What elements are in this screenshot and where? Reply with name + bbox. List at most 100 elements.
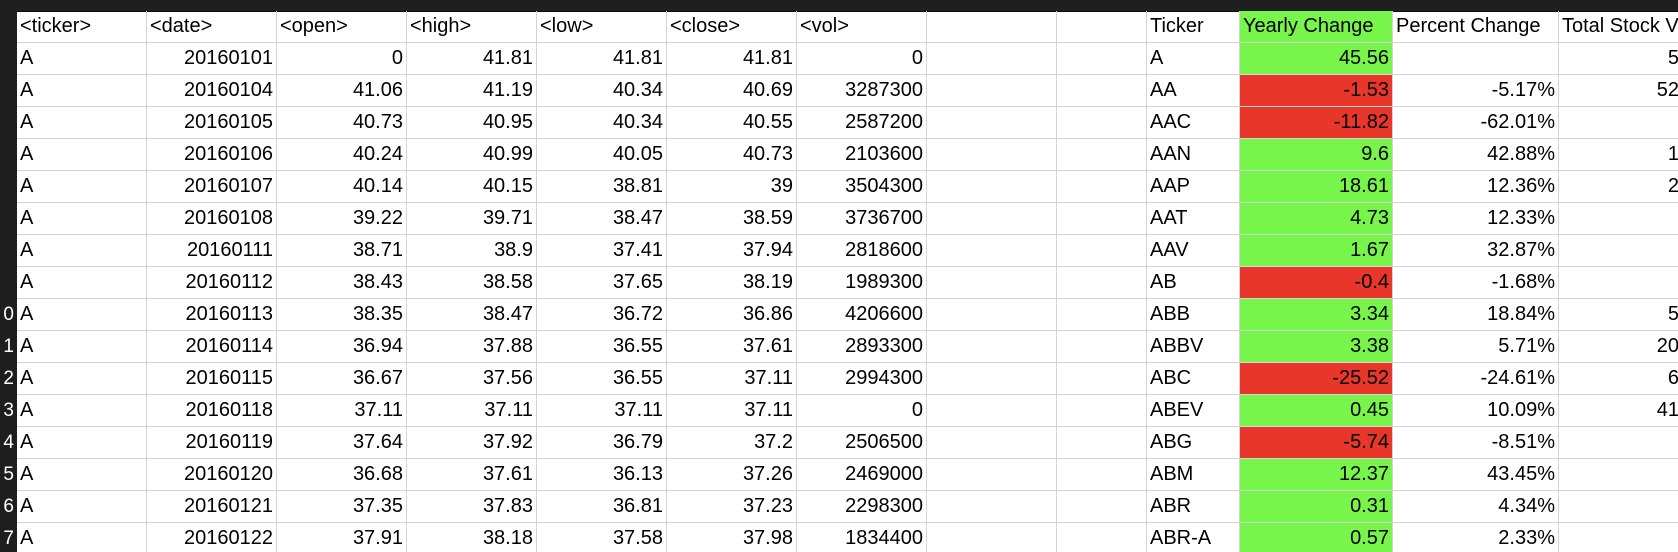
- cell-yearly-change[interactable]: -0.4: [1240, 267, 1393, 299]
- cell-low[interactable]: 37.11: [537, 395, 667, 427]
- empty-cell[interactable]: [1057, 523, 1147, 552]
- cell-high[interactable]: 38.58: [407, 267, 537, 299]
- empty-cell[interactable]: [927, 75, 1057, 107]
- cell-total-stock-volume[interactable]: 503779401: [1559, 299, 1678, 331]
- header-vol[interactable]: <vol>: [797, 11, 927, 43]
- cell-date[interactable]: 20160108: [147, 203, 277, 235]
- cell-close[interactable]: 40.69: [667, 75, 797, 107]
- cell-total-stock-volume[interactable]: 5208239001: [1559, 75, 1678, 107]
- cell-open[interactable]: 37.91: [277, 523, 407, 552]
- cell-open[interactable]: 0: [277, 43, 407, 75]
- cell-summary-ticker[interactable]: ABM: [1147, 459, 1240, 491]
- cell-yearly-change[interactable]: 0.57: [1240, 523, 1393, 552]
- cell-vol[interactable]: 2994300: [797, 363, 927, 395]
- cell-vol[interactable]: 2506500: [797, 427, 927, 459]
- cell-date[interactable]: 20160115: [147, 363, 277, 395]
- cell-close[interactable]: 37.23: [667, 491, 797, 523]
- empty-cell[interactable]: [927, 235, 1057, 267]
- cell-yearly-change[interactable]: 9.6: [1240, 139, 1393, 171]
- cell-summary-ticker[interactable]: AAP: [1147, 171, 1240, 203]
- cell-low[interactable]: 40.05: [537, 139, 667, 171]
- cell-date[interactable]: 20160114: [147, 331, 277, 363]
- cell-high[interactable]: 40.15: [407, 171, 537, 203]
- cell-low[interactable]: 36.81: [537, 491, 667, 523]
- cell-percent-change[interactable]: 42.88%: [1393, 139, 1559, 171]
- empty-cell[interactable]: [1057, 235, 1147, 267]
- cell-vol[interactable]: 1834400: [797, 523, 927, 552]
- cell-vol[interactable]: 2469000: [797, 459, 927, 491]
- empty-cell[interactable]: [927, 523, 1057, 552]
- cell-ticker[interactable]: A: [17, 523, 147, 552]
- cell-yearly-change[interactable]: 4.73: [1240, 203, 1393, 235]
- empty-cell[interactable]: [927, 267, 1057, 299]
- cell-close[interactable]: 37.11: [667, 363, 797, 395]
- cell-close[interactable]: 37.26: [667, 459, 797, 491]
- cell-ticker[interactable]: A: [17, 107, 147, 139]
- cell-open[interactable]: 38.71: [277, 235, 407, 267]
- cell-total-stock-volume[interactable]: 4199335101: [1559, 395, 1678, 427]
- row-number[interactable]: 3: [3, 400, 14, 421]
- cell-date[interactable]: 20160107: [147, 171, 277, 203]
- cell-close[interactable]: 37.61: [667, 331, 797, 363]
- cell-date[interactable]: 20160119: [147, 427, 277, 459]
- cell-open[interactable]: 38.35: [277, 299, 407, 331]
- row-number[interactable]: 7: [3, 528, 14, 549]
- cell-high[interactable]: 40.95: [407, 107, 537, 139]
- empty-cell[interactable]: [1057, 43, 1147, 75]
- cell-low[interactable]: 37.58: [537, 523, 667, 552]
- column-header-strip[interactable]: [0, 0, 1678, 12]
- cell-percent-change[interactable]: -24.61%: [1393, 363, 1559, 395]
- row-number[interactable]: [0, 107, 17, 139]
- cell-summary-ticker[interactable]: ABR-A: [1147, 523, 1240, 552]
- cell-percent-change[interactable]: 5.71%: [1393, 331, 1559, 363]
- cell-ticker[interactable]: A: [17, 331, 147, 363]
- cell-high[interactable]: 41.19: [407, 75, 537, 107]
- row-number[interactable]: 4: [3, 432, 14, 453]
- cell-total-stock-volume[interactable]: 262665301: [1559, 171, 1678, 203]
- cell-ticker[interactable]: A: [17, 363, 147, 395]
- cell-open[interactable]: 41.06: [277, 75, 407, 107]
- row-number-gutter[interactable]: 0 1 2 3 4 5 6 7: [0, 11, 17, 552]
- cell-summary-ticker[interactable]: AAN: [1147, 139, 1240, 171]
- cell-percent-change[interactable]: 18.84%: [1393, 299, 1559, 331]
- cell-yearly-change[interactable]: 0.31: [1240, 491, 1393, 523]
- cell-yearly-change[interactable]: 0.45: [1240, 395, 1393, 427]
- cell-ticker[interactable]: A: [17, 203, 147, 235]
- cell-yearly-change[interactable]: 3.34: [1240, 299, 1393, 331]
- empty-cell[interactable]: [927, 363, 1057, 395]
- cell-high[interactable]: 37.56: [407, 363, 537, 395]
- cell-low[interactable]: 36.72: [537, 299, 667, 331]
- cell-percent-change[interactable]: 32.87%: [1393, 235, 1559, 267]
- cell-vol[interactable]: 2818600: [797, 235, 927, 267]
- cell-low[interactable]: 40.34: [537, 75, 667, 107]
- cell-ticker[interactable]: A: [17, 75, 147, 107]
- empty-cell[interactable]: [1057, 171, 1147, 203]
- cell-yearly-change[interactable]: 12.37: [1240, 459, 1393, 491]
- cell-yearly-change[interactable]: 3.38: [1240, 331, 1393, 363]
- cell-open[interactable]: 37.35: [277, 491, 407, 523]
- cell-percent-change[interactable]: 43.45%: [1393, 459, 1559, 491]
- cell-close[interactable]: 40.55: [667, 107, 797, 139]
- cell-percent-change[interactable]: 12.33%: [1393, 203, 1559, 235]
- empty-cell[interactable]: [1057, 395, 1147, 427]
- cell-date[interactable]: 20160121: [147, 491, 277, 523]
- cell-summary-ticker[interactable]: AB: [1147, 267, 1240, 299]
- cell-close[interactable]: 37.98: [667, 523, 797, 552]
- cell-low[interactable]: 40.34: [537, 107, 667, 139]
- cell-yearly-change[interactable]: -11.82: [1240, 107, 1393, 139]
- cell-percent-change[interactable]: -5.17%: [1393, 75, 1559, 107]
- header-ticker[interactable]: <ticker>: [17, 11, 147, 43]
- header-low[interactable]: <low>: [537, 11, 667, 43]
- cell-high[interactable]: 38.47: [407, 299, 537, 331]
- cell-ticker[interactable]: A: [17, 459, 147, 491]
- empty-cell[interactable]: [1057, 139, 1147, 171]
- cell-low[interactable]: 38.81: [537, 171, 667, 203]
- cell-close[interactable]: 37.94: [667, 235, 797, 267]
- cell-high[interactable]: 41.81: [407, 43, 537, 75]
- cell-total-stock-volume[interactable]: 57179801: [1559, 107, 1678, 139]
- cell-ticker[interactable]: A: [17, 235, 147, 267]
- header-summary-ticker[interactable]: Ticker: [1147, 11, 1240, 43]
- header-total-stock-volume[interactable]: Total Stock Volume: [1559, 11, 1678, 43]
- row-number[interactable]: [0, 203, 17, 235]
- cell-low[interactable]: 36.79: [537, 427, 667, 459]
